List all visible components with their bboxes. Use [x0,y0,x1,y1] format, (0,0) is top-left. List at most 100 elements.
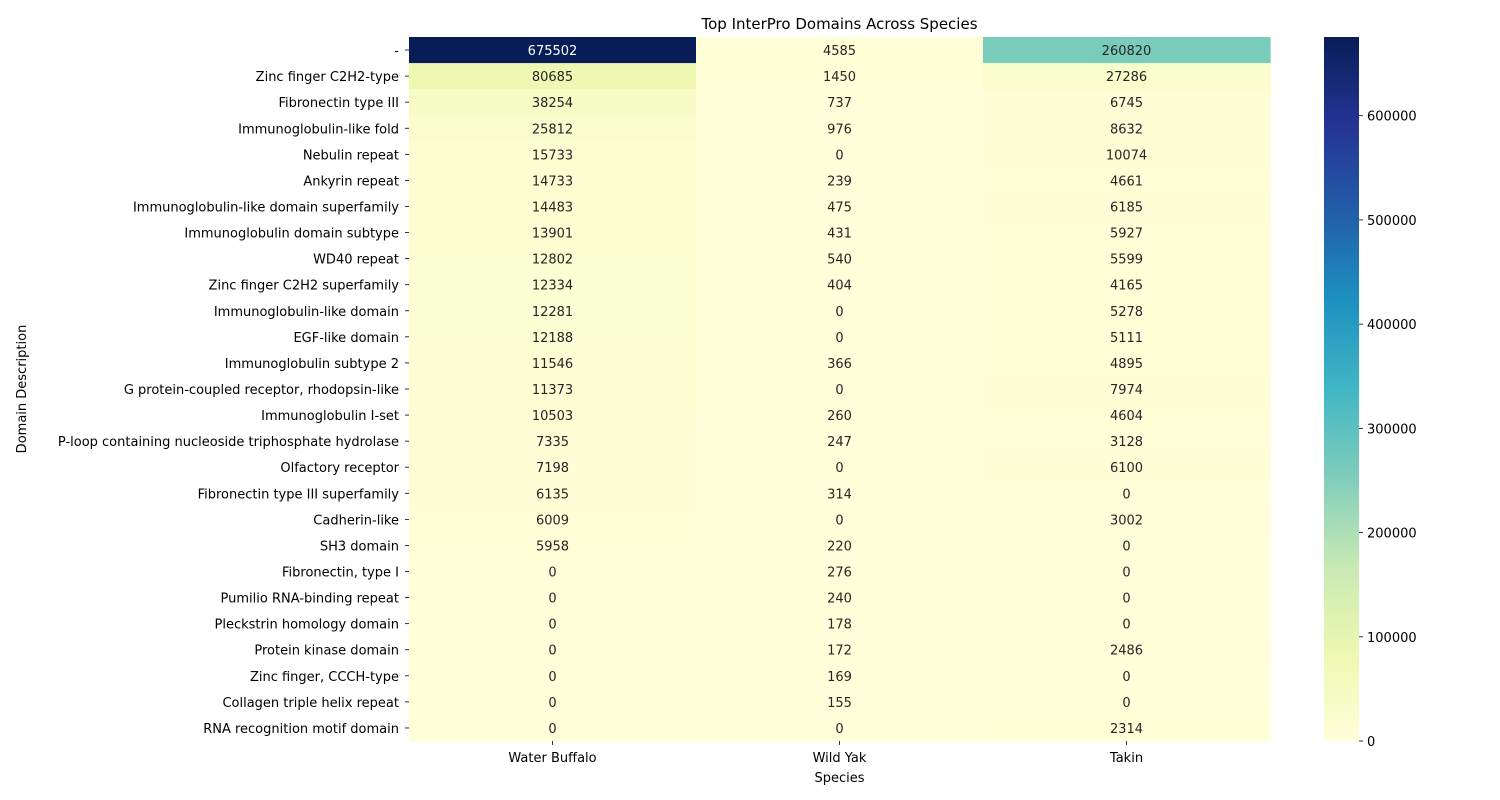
heatmap-cell-value: 366 [827,357,852,372]
heatmap-cell-value: 172 [827,644,852,659]
heatmap-cell [983,506,1271,534]
heatmap-cell-value: 11373 [532,383,573,398]
heatmap-cell [696,297,984,325]
heatmap-cell [409,141,697,168]
colorbar-tick-label: 500000 [1367,214,1417,229]
heatmap-cell [696,63,984,90]
heatmap-cell [696,506,984,534]
heatmap-cell [983,454,1271,481]
heatmap-cell [409,714,697,742]
heatmap-cell [409,297,697,325]
heatmap-cell-value: 276 [827,566,852,581]
heatmap-cell-value: 1450 [823,70,856,85]
heatmap-cell-value: 260 [827,409,852,424]
heatmap-cell [409,662,697,690]
heatmap-cell [696,115,984,142]
heatmap-cell [696,636,984,664]
heatmap-cell [696,532,984,560]
heatmap-cell-value: 12188 [532,331,573,346]
heatmap-cell [983,584,1271,612]
heatmap-cell [696,688,984,716]
heatmap-cell-value: 178 [827,618,852,633]
y-tick-label: Zinc finger, CCCH-type [250,670,399,685]
x-axis-ticks: Water Buffalo Wild Yak Takin [508,741,1143,766]
heatmap-cell [409,245,697,273]
heatmap-cell-value: 5927 [1110,227,1143,242]
heatmap-cell-value: 314 [827,487,852,502]
y-tick-label: Immunoglobulin-like fold [238,122,399,137]
heatmap-cell [409,506,697,534]
heatmap-cell [409,323,697,351]
y-tick-label: P-loop containing nucleoside triphosphat… [58,435,399,450]
heatmap-cell [409,558,697,586]
heatmap-cell [696,271,984,299]
heatmap-cell [983,636,1271,664]
heatmap-cell-value: 431 [827,227,852,242]
chart-title: Top InterPro Domains Across Species [700,15,977,33]
heatmap-cell-value: 260820 [1102,44,1152,59]
y-tick-label: Protein kinase domain [254,644,399,659]
colorbar-tick-label: 400000 [1367,318,1417,333]
heatmap-cell-value: 2314 [1110,722,1143,737]
heatmap-cell-value: 0 [835,305,843,320]
y-tick-label: Zinc finger C2H2 superfamily [209,279,400,294]
heatmap-cell-value: 38254 [532,96,573,111]
heatmap-cell-value: 0 [835,383,843,398]
y-tick-label: Nebulin repeat [303,148,399,163]
heatmap-cell [409,167,697,195]
heatmap-cell [409,402,697,429]
y-tick-label: Olfactory receptor [280,461,399,476]
heatmap-cell [983,375,1271,403]
heatmap-cell-value: 169 [827,670,852,685]
heatmap-cell [409,63,697,90]
heatmap-cell-value: 5111 [1110,331,1143,346]
heatmap-cell [696,167,984,195]
y-tick-label: - [394,44,399,59]
y-tick-label: Cadherin-like [313,513,399,528]
colorbar-tick-label: 300000 [1367,422,1417,437]
heatmap-cell [696,219,984,247]
x-tick-label: Water Buffalo [508,751,596,766]
heatmap-cell [696,662,984,690]
heatmap-cell-value: 0 [835,722,843,737]
y-axis-label: Domain Description [15,325,30,454]
heatmap-cell [696,402,984,429]
y-tick-label: G protein-coupled receptor, rhodopsin-li… [124,383,399,398]
heatmap-cell-value: 4661 [1110,174,1143,189]
heatmap-cell [696,610,984,638]
x-tick-label: Wild Yak [813,751,867,766]
heatmap-cell [983,89,1271,116]
heatmap-cell-labels: 675502 4585 260820 80685 1450 27286 38254 737 67… [528,44,1152,737]
colorbar-tick-label: 600000 [1367,110,1417,125]
heatmap-cell [983,271,1271,299]
heatmap-cell [983,480,1271,507]
colorbar-ticks: 0 100000 200000 300000 400000 500000 600000 [1359,110,1417,750]
heatmap-cell [983,714,1271,742]
heatmap-cell [409,271,697,299]
heatmap-cell [983,167,1271,195]
y-tick-label: Fibronectin type III [278,96,399,111]
heatmap-cell-value: 0 [548,592,556,607]
heatmap-cell-value: 0 [835,513,843,528]
y-tick-label: Collagen triple helix repeat [222,696,399,711]
y-tick-label: Immunoglobulin subtype 2 [225,357,399,372]
heatmap-cell-value: 6009 [536,513,569,528]
heatmap-cell-value: 11546 [532,357,573,372]
heatmap-cell-value: 0 [548,618,556,633]
heatmap-cell-value: 0 [548,670,556,685]
heatmap-cell [983,141,1271,168]
heatmap-cell-value: 0 [1122,539,1130,554]
heatmap-cell [409,480,697,507]
heatmap-cell-value: 4604 [1110,409,1143,424]
heatmap-cell-value: 5278 [1110,305,1143,320]
heatmap-cell [983,245,1271,273]
heatmap-cell-value: 7335 [536,435,569,450]
heatmap-cell [983,219,1271,247]
y-tick-label: WD40 repeat [313,253,399,268]
heatmap-cell [409,688,697,716]
heatmap-cell-value: 25812 [532,122,573,137]
heatmap-cell-value: 0 [1122,670,1130,685]
y-tick-label: Fibronectin type III superfamily [198,487,400,502]
heatmap-cell-value: 0 [835,148,843,163]
heatmap-cell-value: 3002 [1110,513,1143,528]
